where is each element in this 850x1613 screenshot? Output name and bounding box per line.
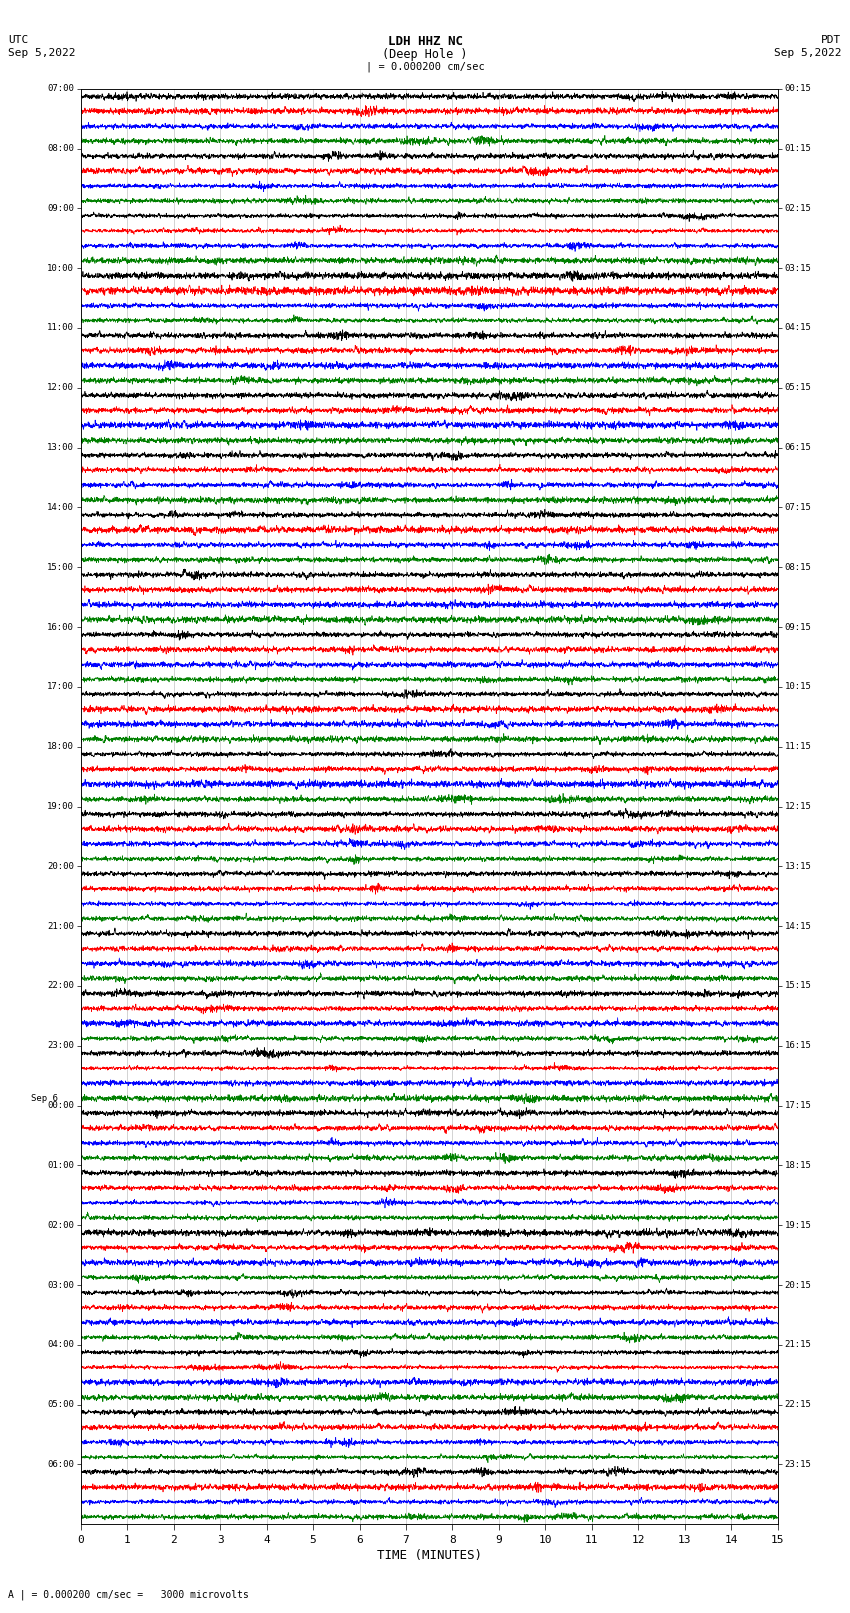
- Text: | = 0.000200 cm/sec: | = 0.000200 cm/sec: [366, 61, 484, 73]
- Text: LDH HHZ NC: LDH HHZ NC: [388, 35, 462, 48]
- Text: (Deep Hole ): (Deep Hole ): [382, 48, 468, 61]
- Text: PDT: PDT: [821, 35, 842, 45]
- Text: Sep 5,2022: Sep 5,2022: [8, 48, 76, 58]
- Text: Sep 6: Sep 6: [31, 1094, 58, 1103]
- Text: Sep 5,2022: Sep 5,2022: [774, 48, 842, 58]
- Text: A | = 0.000200 cm/sec =   3000 microvolts: A | = 0.000200 cm/sec = 3000 microvolts: [8, 1589, 249, 1600]
- Text: UTC: UTC: [8, 35, 29, 45]
- X-axis label: TIME (MINUTES): TIME (MINUTES): [377, 1548, 482, 1561]
